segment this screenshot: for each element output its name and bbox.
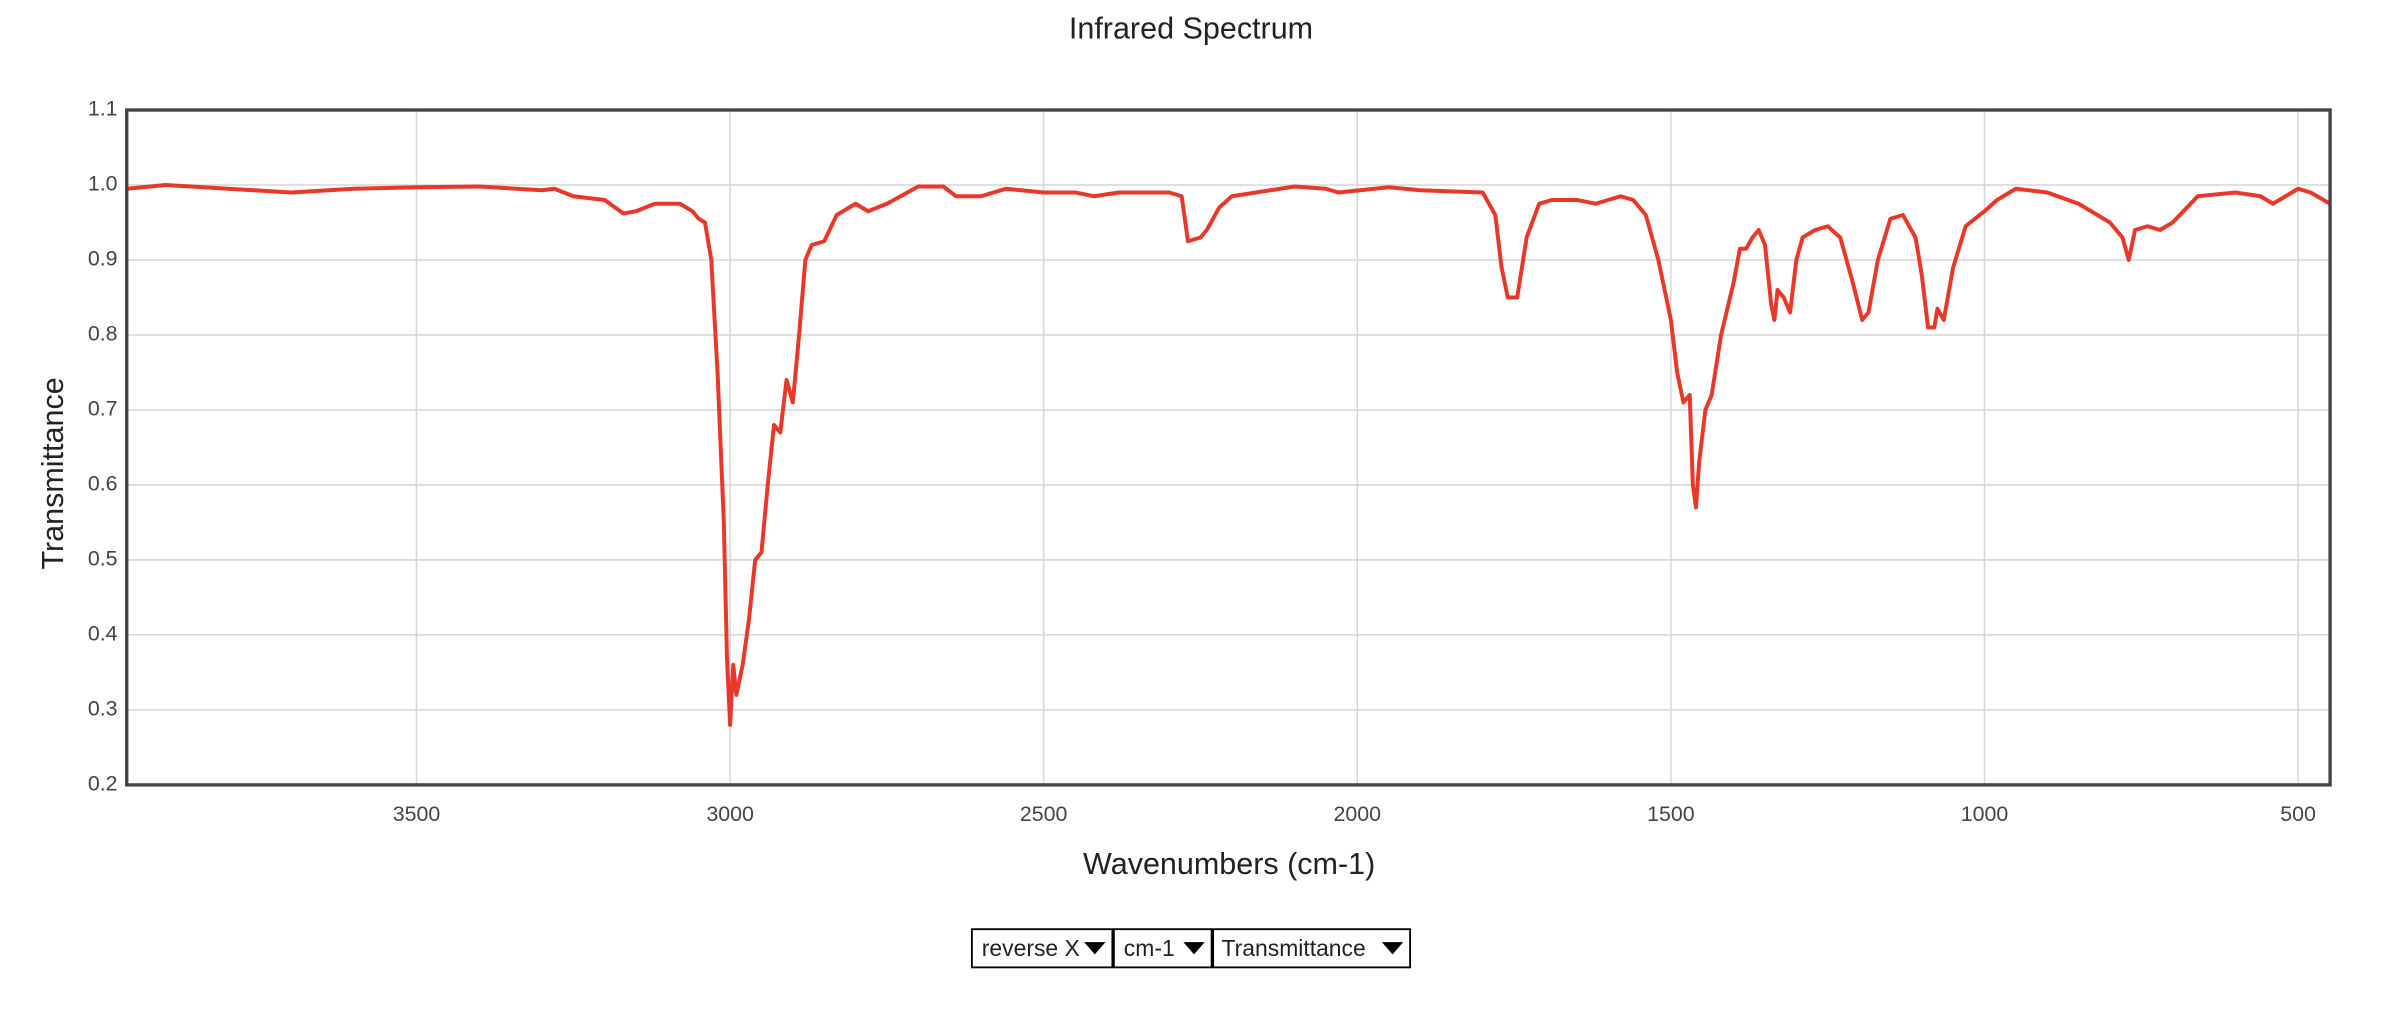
y-tick-label: 0.2 <box>88 772 118 796</box>
button-label[interactable]: Transmittance <box>1222 935 1366 961</box>
y-tick-label: 1.0 <box>88 172 118 196</box>
chart-title: Infrared Spectrum <box>1069 12 1313 46</box>
button-label[interactable]: reverse X <box>982 935 1080 961</box>
x-tick-label: 3000 <box>706 802 754 826</box>
y-tick-label: 0.7 <box>88 397 118 421</box>
y-tick-label: 0.8 <box>88 322 118 346</box>
spectrum-line <box>126 183 2332 727</box>
button-box[interactable] <box>1212 928 1412 969</box>
x-tick-label: 1000 <box>1961 802 2009 826</box>
mode-button[interactable]: Transmittance <box>1212 928 1412 969</box>
plot-frame <box>125 108 2332 787</box>
y-tick-label: 0.3 <box>88 697 118 721</box>
y-tick-label: 0.5 <box>88 547 118 571</box>
y-axis-label: Transmittance <box>36 377 70 569</box>
x-tick-label: 2500 <box>1020 802 1068 826</box>
caret-icon[interactable] <box>1381 942 1404 955</box>
y-tick-label: 0.4 <box>88 622 118 646</box>
caret-icon[interactable] <box>1183 942 1205 955</box>
x-tick-label: 2000 <box>1334 802 1382 826</box>
y-tick-label: 1.1 <box>88 97 118 121</box>
x-tick-label: 1500 <box>1647 802 1695 826</box>
button-label[interactable]: cm-1 <box>1124 935 1175 961</box>
controls: reverse X cm-1 Transmittance <box>970 928 1412 969</box>
x-axis-label: Wavenumbers (cm-1) <box>1083 847 1375 881</box>
y-tick-label: 0.6 <box>88 472 118 496</box>
y-tick-label: 0.9 <box>88 247 118 271</box>
x-tick-label: 3500 <box>393 802 441 826</box>
reverse-x-button[interactable]: reverse X <box>970 928 1114 969</box>
x-tick-label: 500 <box>2280 802 2316 826</box>
button-box[interactable] <box>970 928 1114 969</box>
caret-icon[interactable] <box>1084 942 1106 955</box>
unit-button[interactable]: cm-1 <box>1112 928 1213 969</box>
